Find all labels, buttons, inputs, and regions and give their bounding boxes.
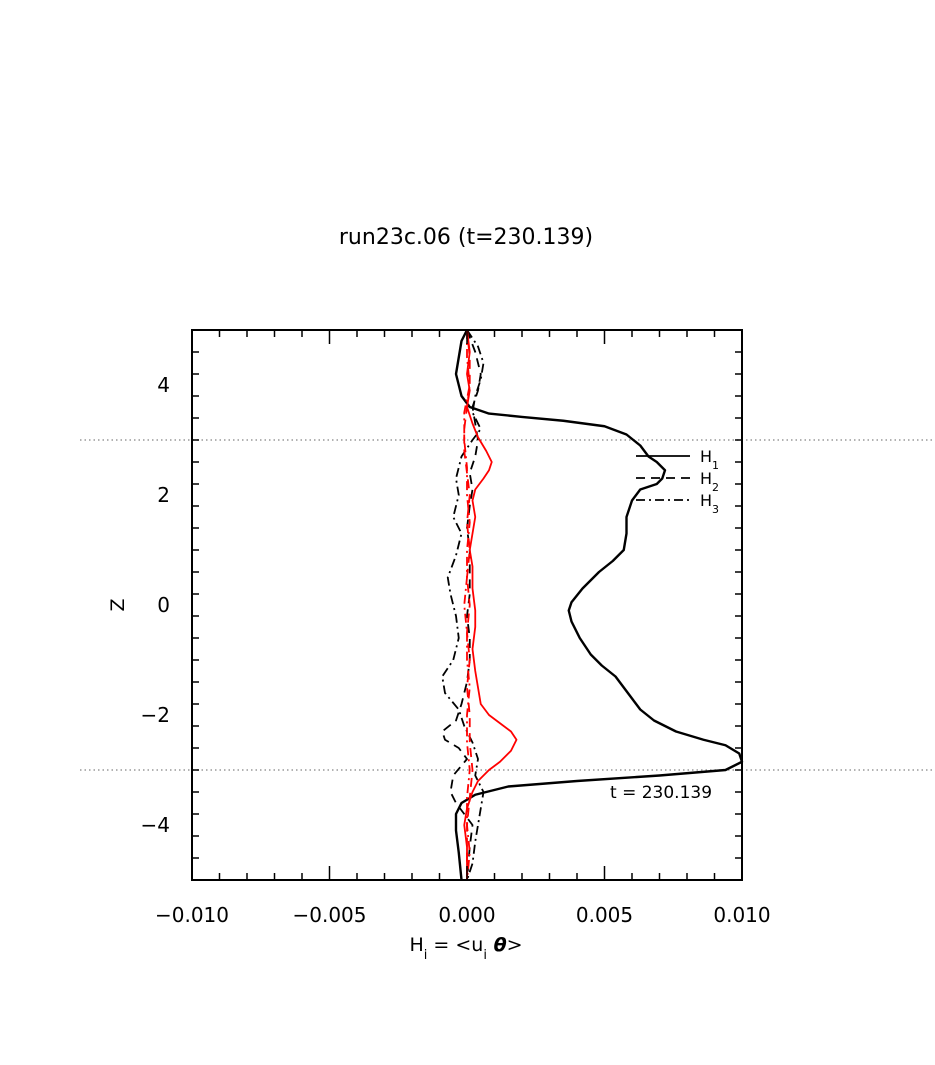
series-line-H2_red <box>463 329 474 880</box>
series-line-H3_red <box>463 330 471 881</box>
reference-lines <box>80 439 935 771</box>
series-line-H1 <box>454 329 744 881</box>
y-tick-label: −2 <box>141 703 170 727</box>
x-tick-label: 0.005 <box>576 903 633 927</box>
series-line-H3 <box>441 329 485 881</box>
x-tick-label: −0.005 <box>292 903 366 927</box>
series-layer <box>441 329 744 881</box>
x-tick-label: −0.010 <box>155 903 229 927</box>
legend-label-2: H2 <box>700 469 719 494</box>
y-tick-label: 2 <box>157 483 170 507</box>
x-axis-label: Hi = <ui θ> <box>409 934 522 963</box>
y-tick-label: −4 <box>141 813 170 837</box>
series-line-H2 <box>441 329 482 881</box>
chart-title: run23c.06 (t=230.139) <box>339 225 593 250</box>
series-line-H1_red <box>463 329 518 880</box>
y-tick-label: 4 <box>157 373 170 397</box>
tick-labels: −0.010 −0.005 0.000 0.005 0.010 −4 −2 0 2 4 <box>141 373 771 927</box>
tick-marks <box>191 329 743 881</box>
y-tick-label: 0 <box>157 593 170 617</box>
legend-label-3: H3 <box>700 491 719 516</box>
x-tick-label: 0.010 <box>713 903 770 927</box>
x-tick-label: 0.000 <box>438 903 495 927</box>
time-annotation: t = 230.139 <box>610 783 712 803</box>
y-axis-label: Z <box>107 598 129 611</box>
legend-label-1: H1 <box>700 447 719 472</box>
